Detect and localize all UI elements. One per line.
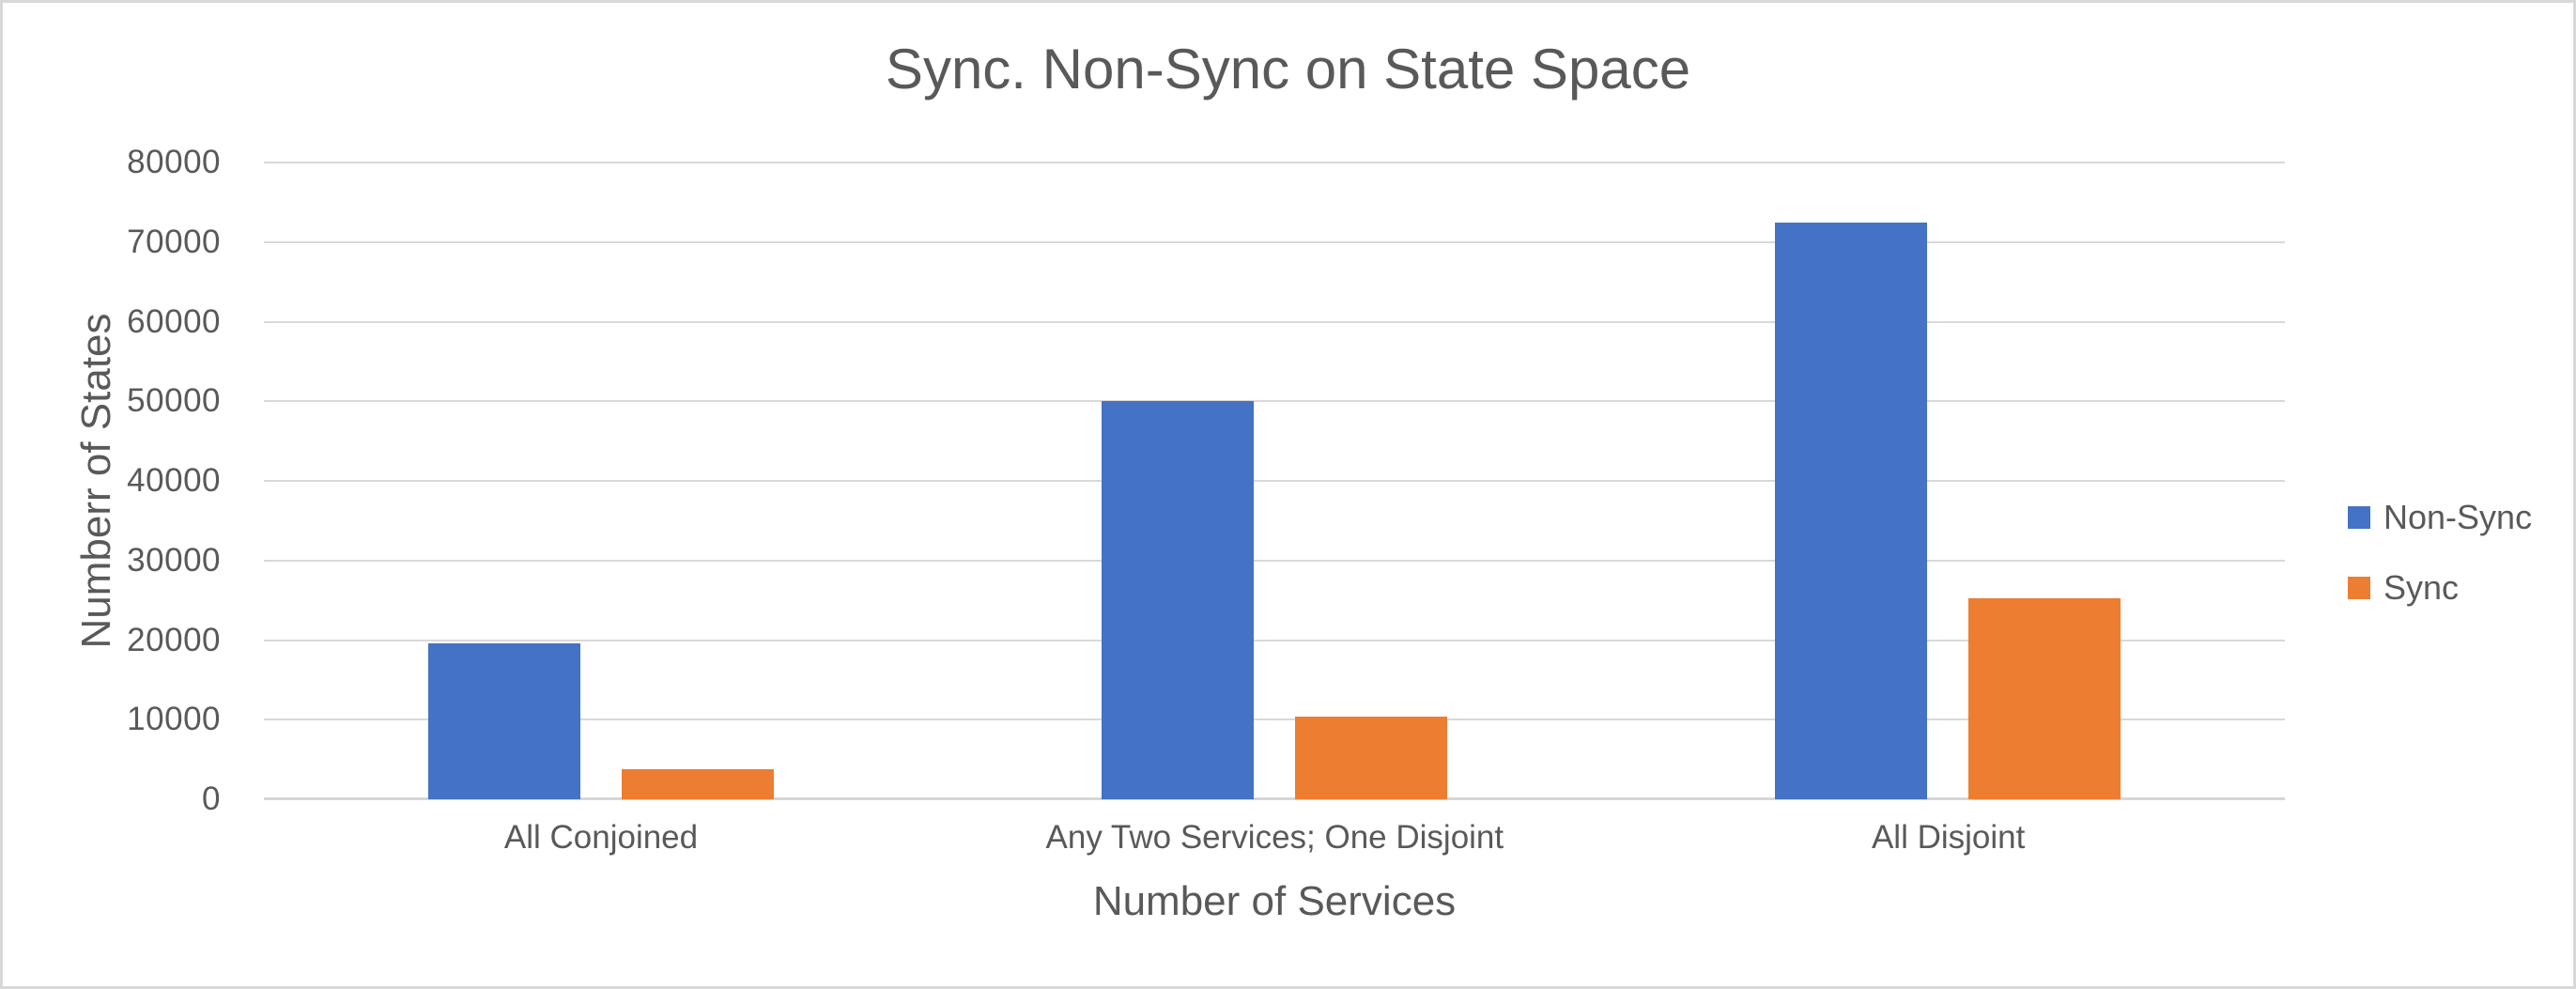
category-label: Any Two Services; One Disjoint (1045, 819, 1504, 856)
bar-non-sync-1 (1102, 401, 1254, 799)
y-tick-label: 40000 (127, 462, 221, 499)
plot-area (264, 162, 2285, 800)
legend-label: Non-Sync (2383, 498, 2533, 536)
y-tick-label: 80000 (127, 144, 221, 180)
gridline (264, 559, 2285, 562)
gridline (264, 400, 2285, 403)
legend-swatch-icon (2348, 506, 2370, 529)
x-axis-title: Number of Services (1092, 878, 1457, 924)
y-tick-label: 30000 (127, 541, 221, 579)
legend-label: Sync (2383, 568, 2460, 607)
x-axis-line (264, 797, 2285, 800)
category-label: All Conjoined (503, 819, 699, 856)
gridline (264, 639, 2285, 641)
gridline (264, 320, 2285, 323)
legend-entry-non-sync: Non-Sync (2348, 498, 2533, 536)
gridline (264, 719, 2285, 721)
bar-sync-1 (1295, 716, 1447, 799)
legend-swatch-icon (2348, 577, 2370, 599)
gridline (264, 480, 2285, 482)
gridline (264, 240, 2285, 243)
bar-non-sync-2 (1775, 222, 1928, 799)
y-tick-label: 50000 (127, 382, 221, 420)
y-tick-label: 10000 (127, 701, 221, 738)
legend-entry-sync: Sync (2348, 568, 2460, 607)
bar-sync-2 (1968, 598, 2121, 799)
category-label: All Disjoint (1871, 819, 2026, 856)
gridline (264, 162, 2285, 163)
y-tick-label: 20000 (127, 621, 221, 658)
bar-non-sync-0 (427, 642, 580, 799)
chart-title: Sync. Non-Sync on State Space (885, 38, 1691, 100)
y-tick-label: 0 (202, 780, 221, 817)
y-tick-label: 60000 (127, 302, 221, 340)
bar-sync-0 (621, 768, 774, 799)
y-tick-label: 70000 (127, 223, 221, 260)
